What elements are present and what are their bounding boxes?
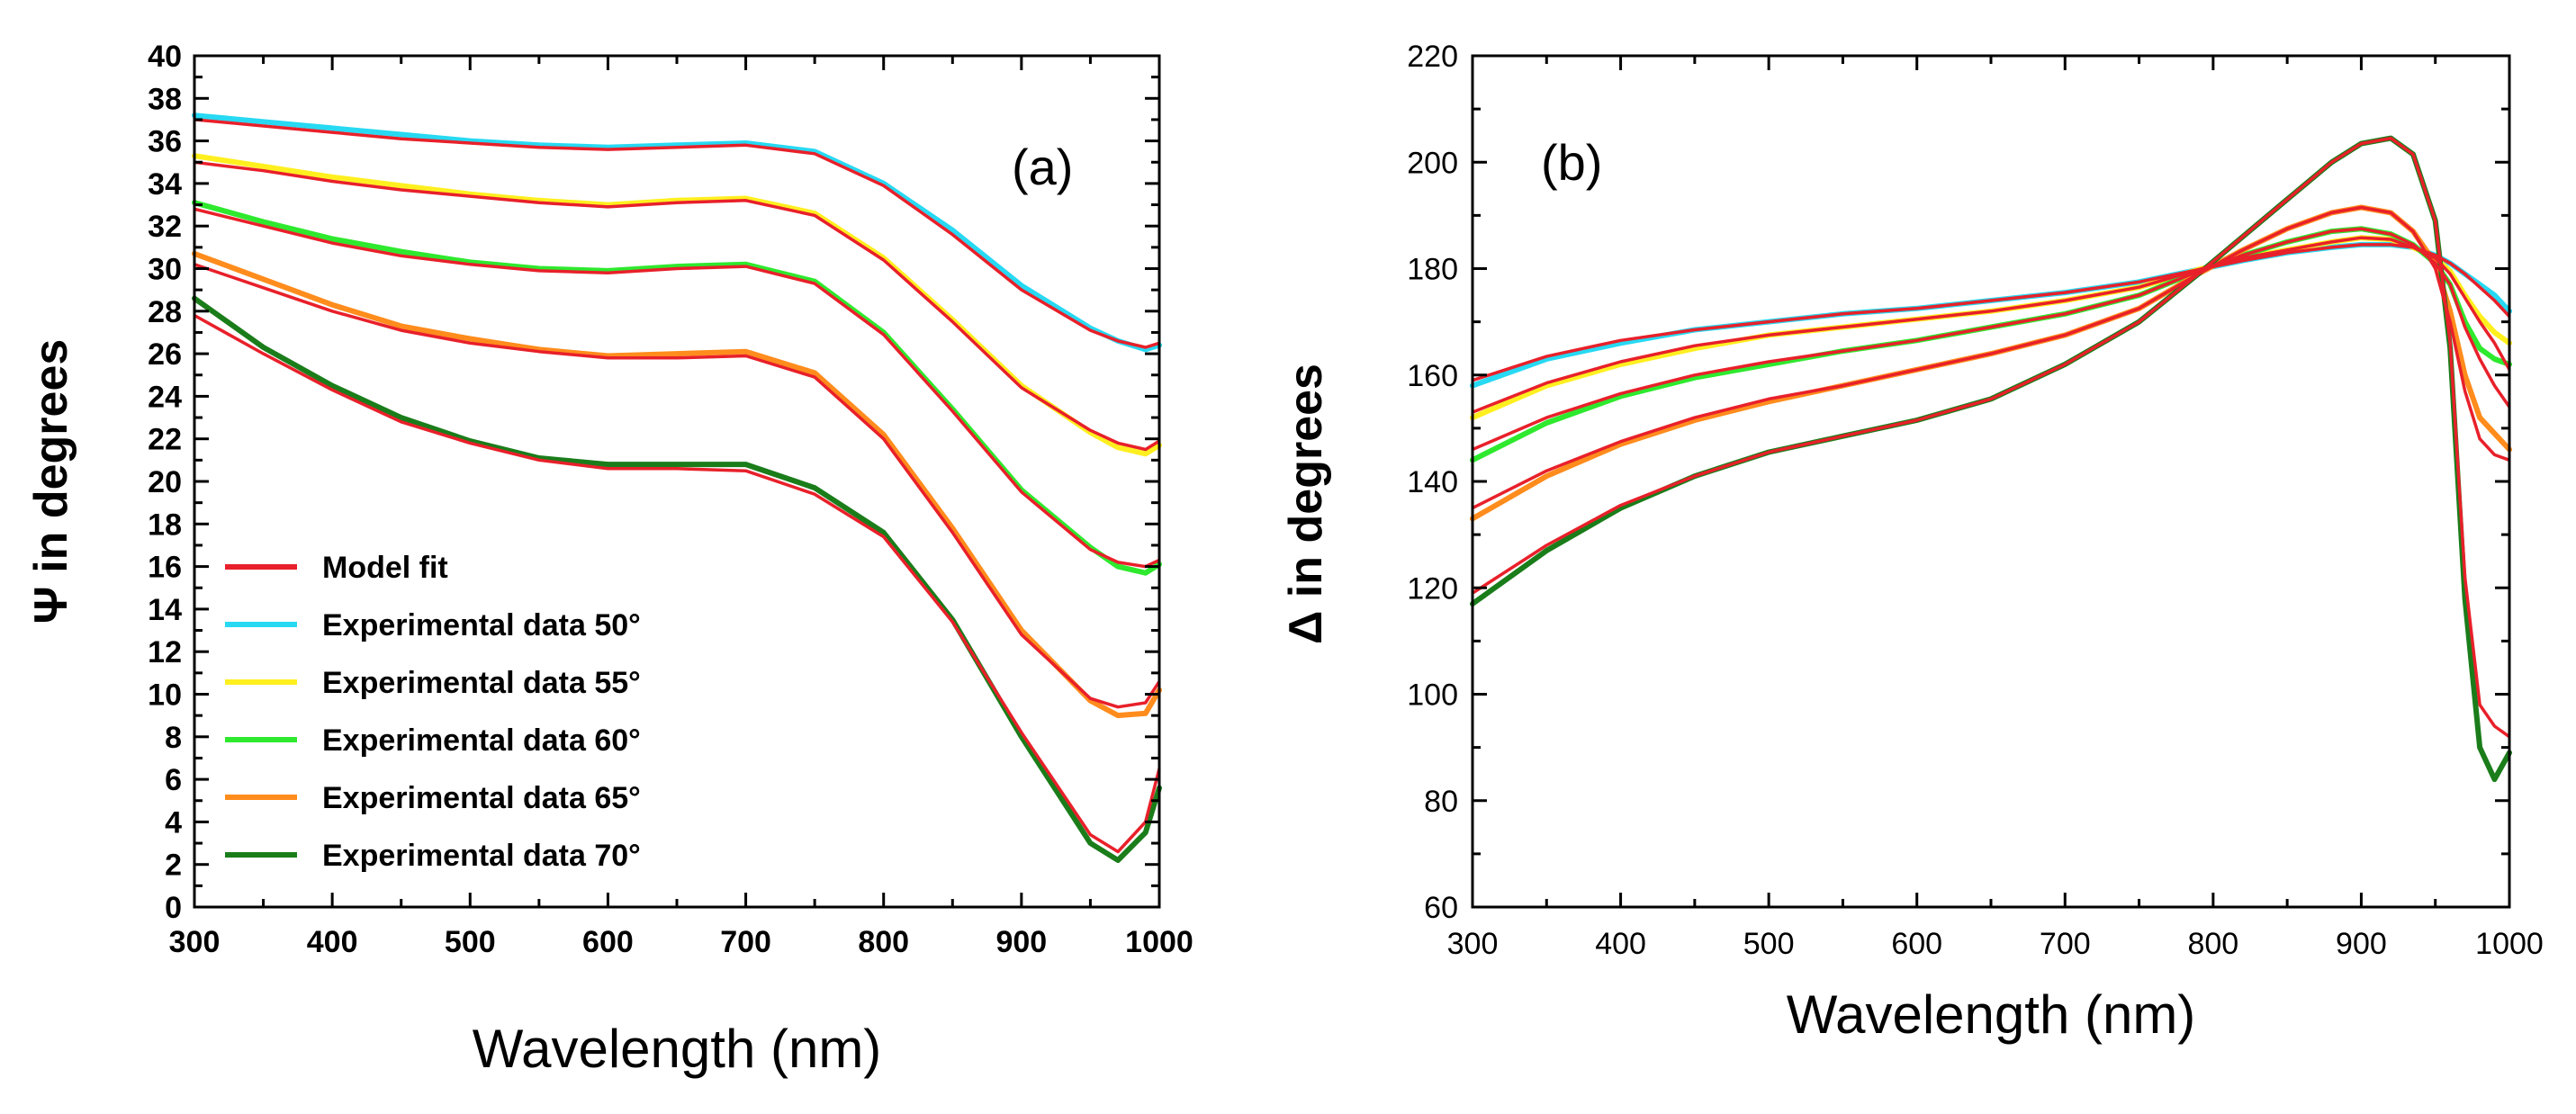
panel-a-y-axis-title: Ψ in degrees (25, 339, 77, 624)
legend-item: Experimental data 55° (225, 666, 641, 700)
series-line-s65 (192, 250, 1162, 719)
y-tick-label: 180 (1407, 253, 1458, 287)
y-tick-label: 4 (165, 805, 182, 840)
x-tick-label: 900 (2336, 927, 2387, 961)
y-tick-label: 10 (148, 678, 182, 713)
y-tick-label: 6 (165, 763, 182, 797)
legend-item: Experimental data 65° (225, 781, 641, 815)
model-fit-line (1472, 136, 2511, 739)
x-tick-label: 500 (445, 925, 496, 959)
y-tick-label: 16 (148, 551, 182, 585)
x-tick-label: 400 (307, 925, 358, 959)
model-fit-line (194, 118, 1160, 349)
x-tick-label: 1000 (1125, 925, 1193, 959)
x-tick-label: 800 (2187, 927, 2238, 961)
panel-a-series (192, 112, 1162, 863)
y-tick-label: 100 (1407, 678, 1458, 713)
model-fit-line (194, 263, 1161, 709)
x-tick-label: 400 (1595, 927, 1646, 961)
x-tick-label: 600 (582, 925, 634, 959)
model-fit-line (1472, 227, 2511, 452)
legend-label: Experimental data 55° (322, 666, 641, 700)
series-line-s70 (192, 295, 1162, 863)
series-line-s55 (192, 153, 1162, 457)
y-tick-label: 28 (148, 295, 182, 329)
y-tick-label: 24 (148, 380, 182, 414)
panel-a-legend: Model fit Experimental data 50° Experiment… (225, 551, 641, 873)
y-tick-label: 120 (1407, 571, 1458, 606)
panel-a-x-axis-title: Wavelength (nm) (473, 1019, 882, 1079)
y-tick-label: 18 (148, 508, 182, 542)
y-tick-label: 20 (148, 465, 182, 499)
panel-b-series (1470, 135, 2512, 783)
y-tick-label: 38 (148, 82, 182, 116)
y-tick-label: 14 (148, 593, 182, 627)
legend-item: Experimental data 50° (225, 608, 641, 642)
x-tick-label: 900 (995, 925, 1047, 959)
model-fit-line (1472, 205, 2510, 510)
x-tick-label: 300 (169, 925, 221, 959)
model-fit-line (1472, 243, 2511, 382)
x-tick-label: 1000 (2475, 927, 2544, 961)
y-tick-label: 200 (1407, 146, 1458, 180)
legend-label: Experimental data 70° (322, 839, 641, 873)
y-tick-label: 32 (148, 210, 182, 244)
panel-b-label: (b) (1541, 134, 1602, 191)
y-tick-label: 2 (165, 849, 182, 883)
model-fit-line (194, 207, 1160, 569)
legend-label: Experimental data 60° (322, 723, 641, 758)
y-tick-label: 26 (148, 337, 182, 372)
x-tick-label: 500 (1743, 927, 1795, 961)
model-fit-line (1472, 236, 2511, 414)
legend-label: Model fit (322, 551, 448, 585)
x-tick-label: 700 (2040, 927, 2091, 961)
model-fit-line (194, 160, 1160, 452)
panel-b-y-axis-title: Δ in degrees (1280, 364, 1332, 644)
y-tick-label: 80 (1424, 785, 1458, 819)
legend-item: Experimental data 70° (225, 839, 641, 873)
panel-a: 300 400 500 600 700 800 900 1000024681012141618… (25, 40, 1193, 1079)
panel-a-ticks: 300 400 500 600 700 800 900 1000024681012141618… (148, 40, 1193, 959)
y-tick-label: 160 (1407, 359, 1458, 393)
y-tick-label: 40 (148, 40, 182, 74)
x-tick-label: 600 (1891, 927, 1942, 961)
model-fit-line (194, 313, 1161, 854)
x-tick-label: 700 (720, 925, 771, 959)
panel-b-x-axis-title: Wavelength (nm) (1787, 984, 2196, 1045)
y-tick-label: 34 (148, 167, 182, 202)
panel-a-label: (a) (1012, 139, 1073, 195)
y-tick-label: 220 (1407, 40, 1458, 74)
y-tick-label: 22 (148, 423, 182, 457)
legend-item: Model fit (225, 551, 448, 585)
x-tick-label: 300 (1447, 927, 1499, 961)
y-tick-label: 12 (148, 635, 182, 669)
legend-item: Experimental data 60° (225, 723, 641, 758)
x-tick-label: 800 (858, 925, 909, 959)
panel-b: 300 400 500 600 700 800 900 1000 60 80 100 120 140 16… (1280, 40, 2544, 1045)
y-tick-label: 8 (165, 721, 182, 755)
y-tick-label: 140 (1407, 465, 1458, 499)
y-tick-label: 36 (148, 125, 182, 159)
y-tick-label: 30 (148, 253, 182, 287)
panel-b-ticks: 300 400 500 600 700 800 900 1000 60 80 100 120 140 16… (1407, 40, 2544, 961)
legend-label: Experimental data 50° (322, 608, 641, 642)
legend-label: Experimental data 65° (322, 781, 641, 815)
y-tick-label: 60 (1424, 891, 1458, 925)
y-tick-label: 0 (165, 891, 182, 925)
